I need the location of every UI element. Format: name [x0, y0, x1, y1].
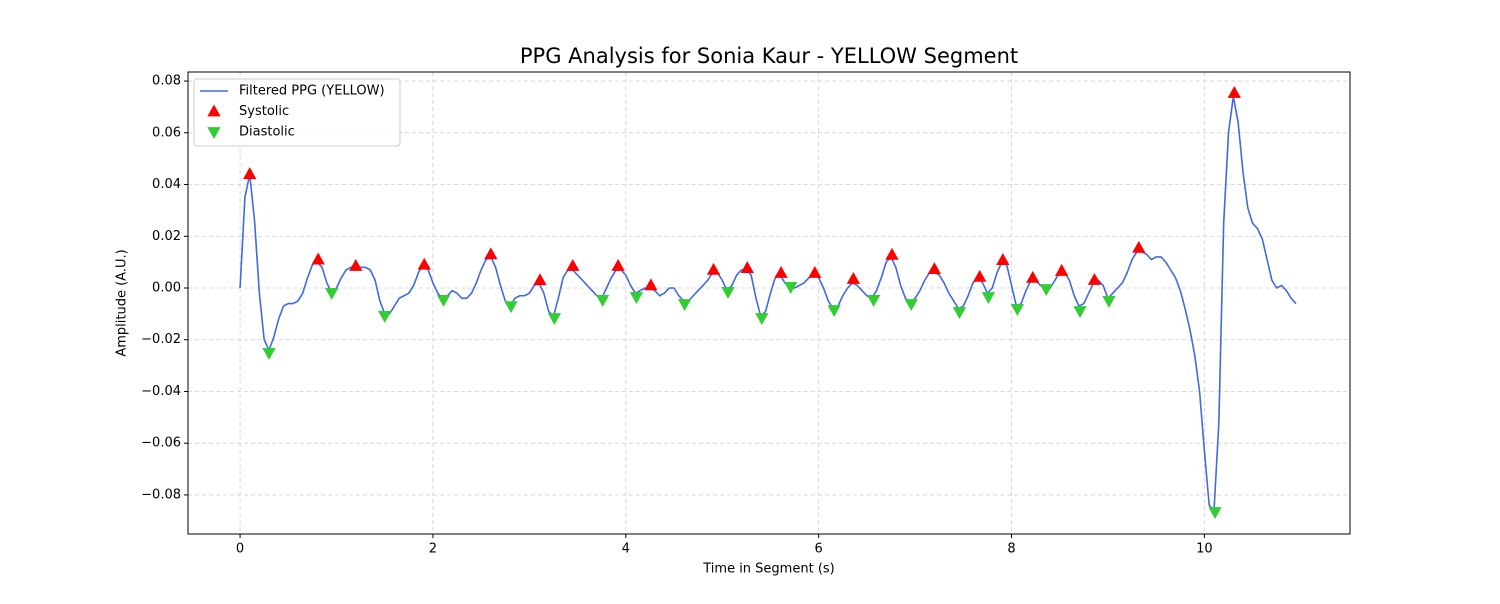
y-tick-label: −0.08 [141, 487, 181, 502]
diastolic-marker [262, 348, 276, 360]
diastolic-marker [1208, 507, 1222, 520]
diastolic-marker [721, 286, 735, 299]
systolic-marker [927, 262, 942, 275]
x-tick-label: 6 [815, 542, 823, 557]
y-tick-label: 0.02 [152, 229, 181, 244]
diastolic-marker [436, 294, 451, 307]
legend-label: Diastolic [239, 125, 295, 140]
diastolic-marker [904, 299, 918, 312]
systolic-marker [644, 278, 658, 291]
y-tick-label: 0.00 [152, 280, 181, 295]
x-tick-label: 2 [429, 542, 437, 557]
diastolic-marker [596, 294, 610, 307]
y-tick-label: 0.04 [152, 177, 181, 192]
diastolic-marker [677, 299, 692, 312]
systolic-marker [973, 269, 987, 282]
systolic-marker [774, 265, 788, 278]
x-tick-label: 8 [1007, 542, 1015, 557]
systolic-marker [706, 262, 721, 275]
diastolic-marker [325, 288, 339, 300]
chart-title: PPG Analysis for Sonia Kaur - YELLOW Seg… [520, 44, 1018, 68]
systolic-marker [740, 261, 754, 273]
diastolic-marker [1073, 306, 1087, 319]
systolic-marker [808, 265, 822, 278]
y-tick-label: 0.08 [152, 74, 181, 89]
systolic-marker [349, 259, 363, 271]
systolic-marker [417, 257, 431, 270]
legend-key [207, 104, 221, 117]
legend-key [207, 127, 221, 139]
systolic-marker [484, 247, 498, 260]
legend-label: Systolic [239, 104, 289, 119]
diastolic-marker [755, 313, 769, 326]
y-axis-label: Amplitude (A.U.) [115, 249, 130, 356]
diastolic-marker [784, 282, 798, 294]
systolic-marker [311, 252, 325, 265]
diastolic-marker [547, 313, 562, 326]
diastolic-marker [1102, 296, 1116, 308]
diastolic-marker [952, 307, 967, 320]
systolic-marker [846, 271, 861, 284]
x-tick-label: 10 [1196, 542, 1213, 557]
diastolic-marker [629, 292, 644, 305]
legend-box [193, 78, 401, 147]
systolic-marker [1227, 85, 1241, 98]
diastolic-marker [1010, 304, 1024, 316]
systolic-marker [611, 259, 625, 271]
ppg-line [239, 95, 1297, 512]
y-tick-label: −0.02 [141, 332, 181, 347]
legend-label: Filtered PPG (YELLOW) [239, 84, 385, 99]
x-tick-label: 4 [622, 542, 630, 557]
diastolic-marker [866, 294, 881, 307]
diastolic-marker [981, 292, 996, 305]
systolic-marker [566, 259, 580, 271]
diastolic-marker [504, 301, 518, 314]
x-axis-label: Time in Segment (s) [702, 562, 834, 577]
systolic-marker [996, 253, 1010, 265]
diastolic-marker [378, 311, 392, 323]
plot-frame [187, 71, 1351, 535]
systolic-marker [533, 273, 547, 286]
systolic-marker [1132, 240, 1146, 253]
systolic-marker [1087, 272, 1102, 285]
systolic-marker [1055, 263, 1069, 276]
systolic-marker [885, 247, 899, 260]
systolic-marker [1026, 270, 1040, 283]
diastolic-marker [827, 305, 841, 317]
diastolic-marker [1039, 284, 1053, 297]
y-tick-label: −0.04 [141, 384, 181, 399]
y-tick-label: 0.06 [152, 125, 181, 140]
systolic-marker [243, 167, 257, 180]
x-tick-label: 0 [236, 542, 244, 557]
y-tick-label: −0.06 [141, 436, 181, 451]
